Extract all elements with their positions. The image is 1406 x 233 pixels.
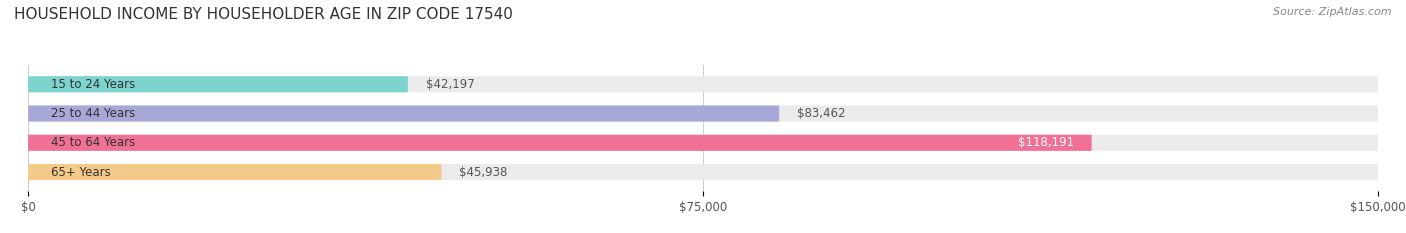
Text: $118,191: $118,191	[1018, 136, 1074, 149]
Text: 25 to 44 Years: 25 to 44 Years	[51, 107, 135, 120]
Text: HOUSEHOLD INCOME BY HOUSEHOLDER AGE IN ZIP CODE 17540: HOUSEHOLD INCOME BY HOUSEHOLDER AGE IN Z…	[14, 7, 513, 22]
FancyBboxPatch shape	[28, 164, 1378, 180]
Text: $83,462: $83,462	[797, 107, 845, 120]
FancyBboxPatch shape	[28, 106, 779, 122]
FancyBboxPatch shape	[28, 76, 408, 92]
Text: Source: ZipAtlas.com: Source: ZipAtlas.com	[1274, 7, 1392, 17]
Text: $45,938: $45,938	[460, 165, 508, 178]
FancyBboxPatch shape	[28, 106, 1378, 122]
FancyBboxPatch shape	[28, 76, 1378, 92]
Text: 45 to 64 Years: 45 to 64 Years	[51, 136, 135, 149]
Text: 65+ Years: 65+ Years	[51, 165, 110, 178]
Text: 15 to 24 Years: 15 to 24 Years	[51, 78, 135, 91]
Text: $42,197: $42,197	[426, 78, 475, 91]
FancyBboxPatch shape	[28, 164, 441, 180]
FancyBboxPatch shape	[28, 135, 1091, 151]
FancyBboxPatch shape	[28, 135, 1378, 151]
